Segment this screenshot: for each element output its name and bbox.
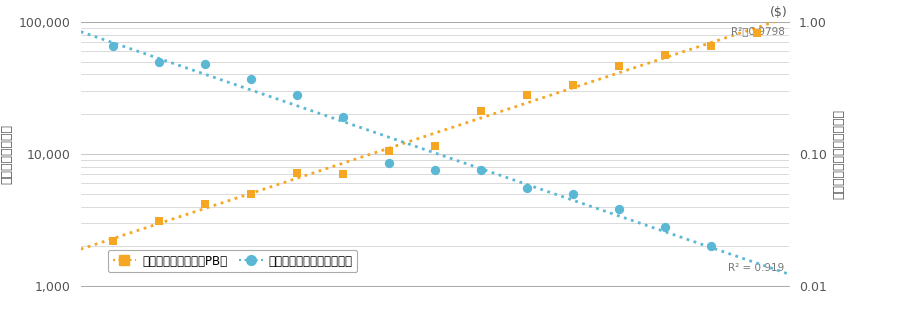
Point	[750, 31, 764, 36]
Point	[198, 201, 213, 206]
Point	[152, 59, 166, 64]
Point	[566, 83, 580, 88]
Point	[474, 168, 488, 173]
Point	[382, 161, 396, 166]
Point	[474, 109, 488, 114]
Text: ($): ($)	[770, 6, 788, 19]
Text: R² = 0.919: R² = 0.919	[728, 263, 784, 273]
Legend: 月間トラヒック量（PB）, ストレージコスト（単価）: 月間トラヒック量（PB）, ストレージコスト（単価）	[108, 250, 357, 272]
Y-axis label: ストレージコスト（単価）: ストレージコスト（単価）	[832, 109, 846, 199]
Point	[658, 53, 672, 58]
Point	[612, 64, 626, 69]
Text: R²＝0.9798: R²＝0.9798	[730, 26, 784, 36]
Point	[335, 172, 350, 177]
Point	[704, 244, 718, 249]
Point	[704, 43, 718, 48]
Point	[520, 92, 535, 97]
Point	[658, 225, 672, 230]
Point	[244, 191, 258, 196]
Y-axis label: 月間トラヒック量: 月間トラヒック量	[1, 124, 13, 184]
Point	[290, 170, 304, 175]
Point	[382, 149, 396, 154]
Point	[566, 191, 580, 196]
Point	[198, 61, 213, 66]
Point	[106, 238, 120, 243]
Point	[612, 207, 626, 212]
Point	[152, 219, 166, 224]
Point	[428, 168, 442, 173]
Point	[520, 186, 535, 191]
Point	[106, 44, 120, 49]
Point	[290, 92, 304, 97]
Point	[335, 115, 350, 120]
Point	[428, 143, 442, 148]
Point	[244, 77, 258, 81]
